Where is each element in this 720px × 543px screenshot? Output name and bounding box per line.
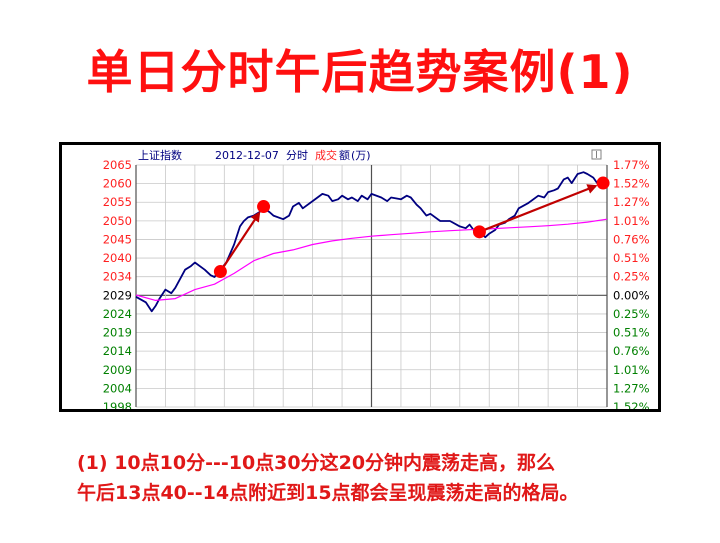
pct-tick-label: 0.76%	[613, 232, 650, 246]
caption-line-2: 午后13点40--14点附近到15点都会呈现震荡走高的格局。	[77, 482, 579, 504]
pct-tick-label: 0.25%	[613, 307, 650, 321]
y-tick-label: 2014	[103, 344, 132, 358]
pct-tick-label: 0.25%	[613, 270, 650, 284]
y-tick-label: 2019	[103, 326, 132, 340]
caption-line-1: (1) 10点10分---10点30分这20分钟内震荡走高，那么	[77, 452, 556, 474]
chart-volume-label: 成交	[315, 148, 337, 162]
chart-unit: (万)	[351, 149, 371, 162]
pct-tick-label: 1.77%	[613, 158, 650, 172]
chart-date: 2012-12-07	[215, 149, 279, 162]
chart-frame: 上证指数 2012-12-07 分时 成交 额 (万) 2065 1.77% 206…	[59, 142, 661, 412]
y-tick-label: 1998	[103, 400, 132, 409]
pct-tick-label: 1.52%	[613, 177, 650, 191]
chart-index-name: 上证指数	[138, 148, 182, 162]
y-tick-label: 2055	[103, 195, 132, 209]
y-tick-label: 2029	[103, 288, 132, 302]
pct-tick-label: 1.27%	[613, 195, 650, 209]
pct-tick-label: 1.01%	[613, 214, 650, 228]
trend-end-dot	[596, 176, 610, 190]
trend-arrow	[219, 211, 261, 273]
trend-start-dot	[213, 265, 227, 279]
grid-layer	[135, 164, 608, 408]
slide-title: 单日分时午后趋势案例(1)	[86, 45, 634, 99]
y-tick-label: 2040	[103, 251, 132, 265]
caption: (1) 10点10分---10点30分这20分钟内震荡走高，那么 午后13点40…	[77, 448, 697, 508]
y-tick-label: 2050	[103, 214, 132, 228]
y-tick-label: 2034	[103, 270, 132, 284]
y-tick-label: 2024	[103, 307, 132, 321]
pct-tick-label: 1.27%	[613, 381, 650, 395]
pct-tick-label: 1.52%	[613, 400, 650, 409]
trend-arrow	[479, 184, 598, 233]
chart-mode: 分时	[286, 149, 308, 162]
pct-tick-label: 1.01%	[613, 363, 650, 377]
pct-tick-label: 0.00%	[613, 288, 650, 302]
pct-tick-label: 0.51%	[613, 251, 650, 265]
trend-end-dot	[257, 200, 271, 214]
average-price-line	[135, 218, 608, 301]
y-tick-label: 2045	[103, 232, 132, 246]
pct-tick-label: 0.51%	[613, 326, 650, 340]
pct-tick-label: 0.76%	[613, 344, 650, 358]
y-tick-label: 2004	[103, 381, 132, 395]
axis-labels: 2065 1.77% 2060 1.52% 2055 1.27% 2050 1.01% 2045…	[103, 158, 650, 409]
intraday-chart: 上证指数 2012-12-07 分时 成交 额 (万) 2065 1.77%206…	[62, 145, 658, 409]
y-tick-label: 2009	[103, 363, 132, 377]
y-tick-label: 2060	[103, 177, 132, 191]
chart-volume-label-2: 额	[339, 149, 350, 162]
y-tick-label: 2065	[103, 158, 132, 172]
annotation-layer	[213, 176, 610, 279]
trend-start-dot	[472, 225, 486, 239]
